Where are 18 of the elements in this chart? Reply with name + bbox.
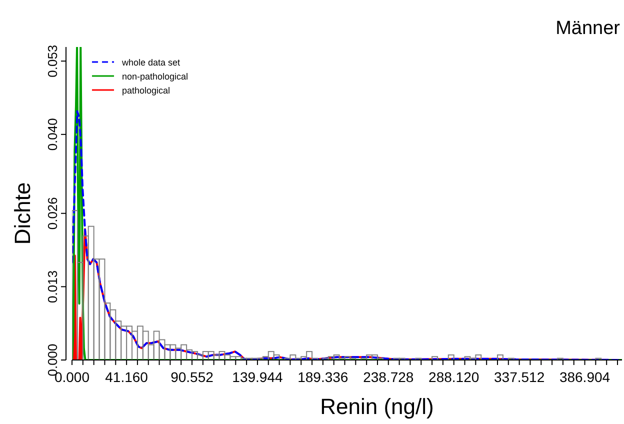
x-axis-title: Renin (ng/l) xyxy=(320,394,434,419)
x-tick-label: 288.120 xyxy=(428,369,480,385)
y-axis-title: Dichte xyxy=(10,182,35,245)
x-tick-label: 189.336 xyxy=(298,369,348,385)
y-tick-label: 0.013 xyxy=(45,270,60,303)
y-tick-label: 0.040 xyxy=(45,118,60,151)
legend-label: non-pathological xyxy=(122,72,188,82)
legend-label: pathological xyxy=(122,86,170,96)
y-tick-label: 0.053 xyxy=(45,44,60,78)
legend-label: whole data set xyxy=(121,58,181,68)
x-tick-label: 337.512 xyxy=(494,369,545,385)
x-tick-label: 386.904 xyxy=(559,369,610,385)
y-tick-label: 0.026 xyxy=(45,197,60,230)
chart-title: Männer xyxy=(556,18,621,39)
x-tick-label: 238.728 xyxy=(363,369,414,385)
x-tick-label: 90.552 xyxy=(170,369,214,385)
x-tick-label: 139.944 xyxy=(232,369,283,385)
x-tick-label: 41.160 xyxy=(105,369,148,385)
